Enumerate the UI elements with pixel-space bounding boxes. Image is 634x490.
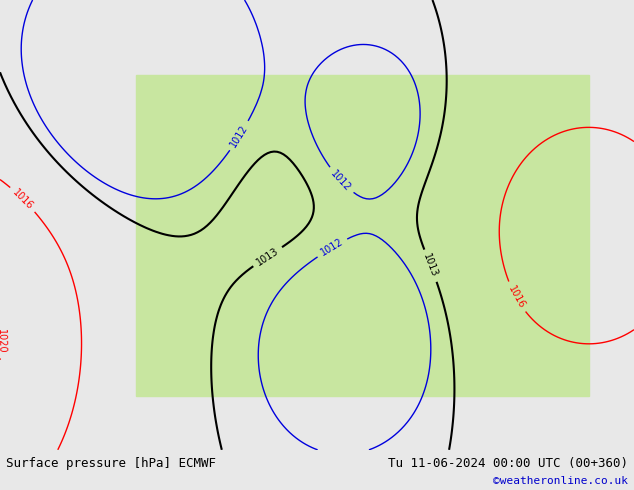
- Text: Tu 11-06-2024 00:00 UTC (00+360): Tu 11-06-2024 00:00 UTC (00+360): [387, 457, 628, 470]
- Polygon shape: [136, 75, 589, 396]
- Text: 1013: 1013: [422, 252, 439, 279]
- Text: 1012: 1012: [319, 237, 346, 258]
- Text: 1012: 1012: [229, 123, 250, 149]
- Text: 1012: 1012: [329, 168, 353, 193]
- Text: Surface pressure [hPa] ECMWF: Surface pressure [hPa] ECMWF: [6, 457, 216, 470]
- Text: 1016: 1016: [11, 187, 35, 212]
- Text: 1020: 1020: [0, 329, 7, 353]
- Text: 1016: 1016: [506, 284, 526, 310]
- Text: ©weatheronline.co.uk: ©weatheronline.co.uk: [493, 476, 628, 486]
- Text: 1013: 1013: [255, 246, 281, 268]
